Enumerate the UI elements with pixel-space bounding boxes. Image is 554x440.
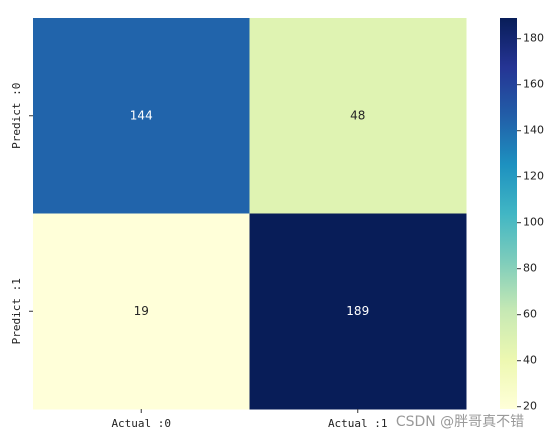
x-tick-label: Actual :0 — [111, 417, 171, 430]
cell-label: 19 — [134, 304, 149, 318]
cell — [249, 213, 467, 410]
cell — [249, 18, 467, 214]
colorbar-tick-label: 140 — [523, 124, 544, 137]
cell — [33, 18, 250, 214]
colorbar-tick-label: 180 — [523, 32, 544, 45]
cell — [33, 213, 250, 410]
colorbar-tick-label: 160 — [523, 78, 544, 91]
cell-label: 189 — [346, 304, 369, 318]
colorbar — [500, 18, 517, 409]
y-tick-label: Predict :1 — [10, 278, 23, 344]
colorbar-tick-label: 60 — [523, 308, 537, 321]
x-tick-label: Actual :1 — [328, 417, 388, 430]
colorbar-tick-label: 100 — [523, 216, 544, 229]
cell-label: 48 — [350, 108, 365, 122]
watermark: CSDN @胖哥真不错 — [396, 414, 524, 430]
colorbar-tick-label: 80 — [523, 262, 537, 275]
colorbar-tick-label: 40 — [523, 354, 537, 367]
cell-label: 144 — [130, 108, 153, 122]
colorbar-tick-label: 120 — [523, 170, 544, 183]
colorbar-tick-label: 20 — [523, 400, 537, 413]
y-tick-label: Predict :0 — [10, 83, 23, 149]
